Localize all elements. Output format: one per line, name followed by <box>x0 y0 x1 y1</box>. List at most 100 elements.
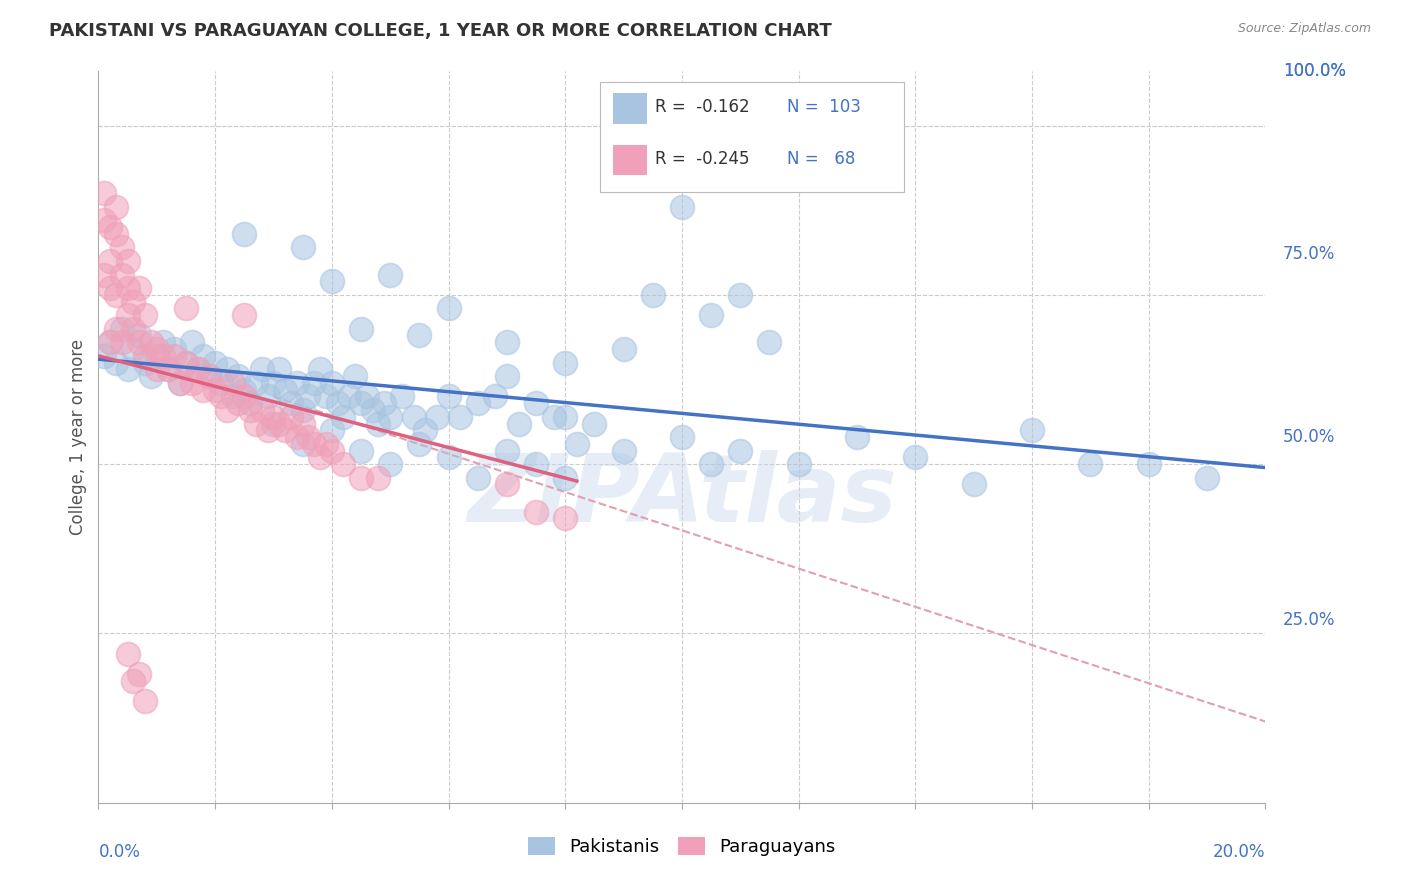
Point <box>321 376 343 390</box>
Point <box>146 349 169 363</box>
Point <box>641 288 664 302</box>
Point <box>122 294 145 309</box>
Point <box>187 362 209 376</box>
Point <box>554 355 576 369</box>
Point <box>1195 471 1218 485</box>
Point <box>139 335 162 350</box>
Point <box>671 200 693 214</box>
Point <box>291 403 314 417</box>
Point <box>380 268 402 282</box>
Point <box>758 335 780 350</box>
Point <box>524 457 547 471</box>
Point <box>297 430 319 444</box>
Point <box>315 437 337 451</box>
Point <box>152 335 174 350</box>
FancyBboxPatch shape <box>600 82 904 192</box>
Point <box>122 322 145 336</box>
Point <box>193 349 215 363</box>
Point <box>356 389 378 403</box>
Point <box>274 423 297 437</box>
Point <box>700 308 723 322</box>
Point <box>402 409 425 424</box>
Point <box>700 457 723 471</box>
Point <box>128 335 150 350</box>
Point <box>1137 457 1160 471</box>
Point <box>285 376 308 390</box>
Point <box>408 437 430 451</box>
Point <box>449 409 471 424</box>
Point <box>565 437 588 451</box>
Point <box>193 383 215 397</box>
Point <box>467 471 489 485</box>
Point <box>198 369 221 384</box>
Point <box>274 383 297 397</box>
Point <box>426 409 449 424</box>
Point <box>408 328 430 343</box>
Point <box>262 409 284 424</box>
Point <box>117 362 139 376</box>
Point <box>104 288 127 302</box>
Point <box>554 511 576 525</box>
Point <box>169 376 191 390</box>
Point <box>233 308 256 322</box>
Point <box>139 369 162 384</box>
Point <box>904 450 927 465</box>
Point <box>111 322 134 336</box>
Point <box>730 288 752 302</box>
Point <box>239 396 262 410</box>
Point <box>496 335 519 350</box>
Point <box>730 443 752 458</box>
Point <box>413 423 436 437</box>
Point <box>215 403 238 417</box>
Point <box>233 389 256 403</box>
FancyBboxPatch shape <box>613 94 647 124</box>
Point <box>269 362 291 376</box>
Point <box>245 376 267 390</box>
Point <box>221 389 243 403</box>
Point <box>180 335 202 350</box>
Point <box>187 362 209 376</box>
Point <box>524 505 547 519</box>
Point <box>380 409 402 424</box>
Point <box>846 430 869 444</box>
Point <box>350 322 373 336</box>
Point <box>437 301 460 316</box>
Point <box>111 268 134 282</box>
Point <box>262 376 284 390</box>
Point <box>104 200 127 214</box>
Point <box>174 355 197 369</box>
Point <box>104 355 127 369</box>
Point <box>128 281 150 295</box>
Text: Source: ZipAtlas.com: Source: ZipAtlas.com <box>1237 22 1371 36</box>
Point <box>98 281 121 295</box>
Point <box>612 342 634 356</box>
Point <box>174 301 197 316</box>
Point <box>117 281 139 295</box>
Point <box>98 254 121 268</box>
Point <box>304 437 326 451</box>
Point <box>326 396 349 410</box>
Text: 0.0%: 0.0% <box>98 843 141 861</box>
Point <box>367 471 389 485</box>
Point <box>134 355 156 369</box>
Point <box>962 477 984 491</box>
Point <box>437 450 460 465</box>
Point <box>496 369 519 384</box>
Point <box>122 342 145 356</box>
Point <box>169 376 191 390</box>
Point <box>93 268 115 282</box>
Text: PAKISTANI VS PARAGUAYAN COLLEGE, 1 YEAR OR MORE CORRELATION CHART: PAKISTANI VS PARAGUAYAN COLLEGE, 1 YEAR … <box>49 22 832 40</box>
Text: 100.0%: 100.0% <box>1282 62 1346 80</box>
Text: R =  -0.162: R = -0.162 <box>655 98 749 117</box>
Point <box>1080 457 1102 471</box>
Point <box>221 376 243 390</box>
Point <box>250 362 273 376</box>
Point <box>128 667 150 681</box>
Point <box>134 308 156 322</box>
Point <box>671 430 693 444</box>
Point <box>239 403 262 417</box>
Point <box>280 409 302 424</box>
Point <box>245 417 267 431</box>
Point <box>117 254 139 268</box>
Point <box>122 673 145 688</box>
